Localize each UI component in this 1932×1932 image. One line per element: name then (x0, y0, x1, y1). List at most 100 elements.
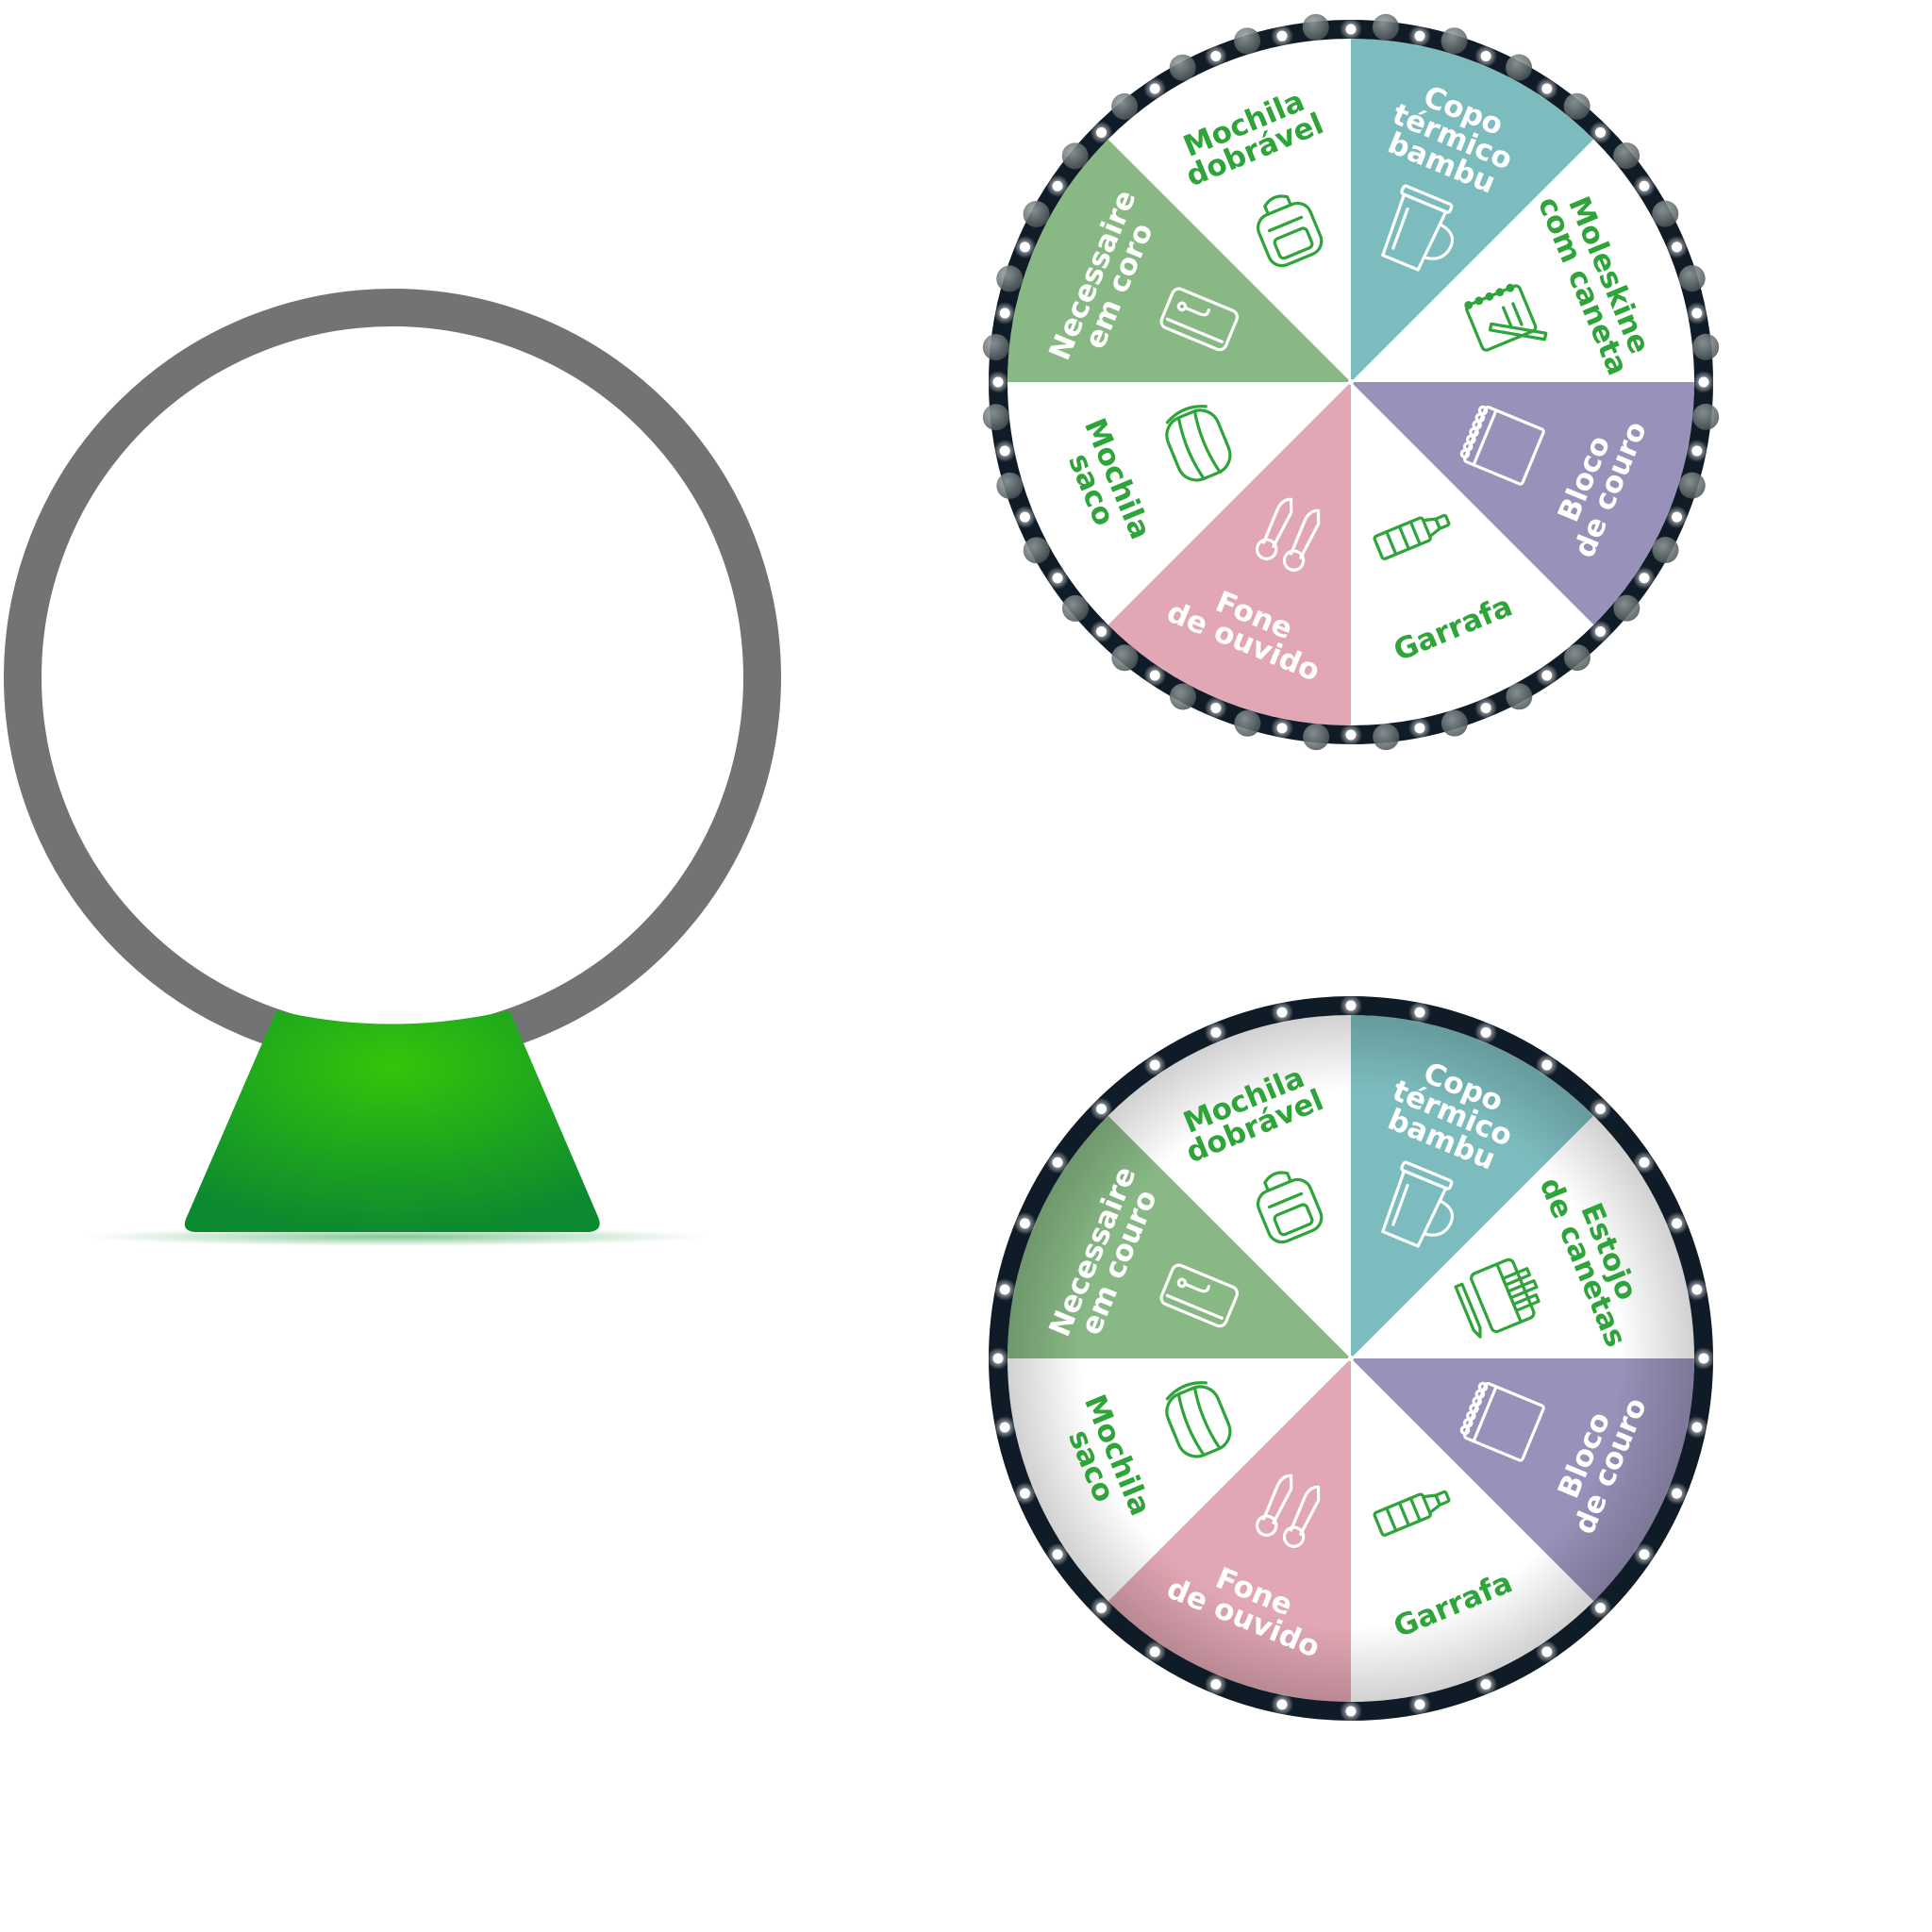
bulb-dome (1692, 403, 1720, 430)
bulb-light (1541, 670, 1553, 681)
bulb-light (1345, 24, 1357, 35)
bulb-dome (1506, 54, 1533, 81)
bulb-dome (1506, 683, 1533, 710)
bulb-light (1541, 1059, 1553, 1071)
bulb-light (1276, 1007, 1288, 1018)
bulb-dome (982, 404, 1009, 431)
bulb-light (1096, 127, 1108, 139)
wheel-top-segment-7 (1008, 139, 1351, 382)
toiletry-bag-icon (1159, 287, 1240, 352)
bulb-light (1691, 1284, 1703, 1295)
thermal-cup-icon (1381, 1160, 1455, 1248)
bulb-dome (1678, 265, 1706, 292)
bulb-light (1096, 1104, 1108, 1115)
bulb-light (1210, 1679, 1222, 1690)
bulb-light (1096, 1602, 1108, 1613)
bulb-dome (1111, 644, 1139, 672)
bulb-light (1052, 180, 1063, 192)
bulb-dome (1061, 142, 1089, 170)
bulb-light (1276, 30, 1288, 42)
bottle-icon (1373, 513, 1451, 560)
wheel-hub (1348, 379, 1354, 385)
bulb-dome (1652, 537, 1679, 564)
bulb-light (1414, 1699, 1425, 1710)
spiral-notepad-icon (1459, 1381, 1545, 1462)
notebook-pen-icon (1464, 283, 1548, 352)
drawstring-bag-icon (1165, 1381, 1232, 1458)
bulb-light (1019, 1218, 1030, 1229)
bulb-light (1639, 573, 1650, 584)
thermal-cup-icon (1381, 184, 1455, 272)
bulb-light (1672, 511, 1683, 523)
wheel-top-segment-2 (1351, 139, 1695, 382)
bulb-dome (1234, 709, 1261, 737)
toiletry-bag-icon (1159, 1263, 1240, 1328)
wheel-top-segment-8 (1108, 39, 1351, 382)
stand-base (184, 1010, 600, 1232)
bulb-dome (1023, 537, 1050, 564)
bulb-dome (1234, 27, 1261, 55)
pencil-case-icon (1454, 1257, 1541, 1339)
bulb-light (1210, 703, 1222, 714)
wheel-top-segment-4 (1351, 382, 1594, 725)
bulb-light (1149, 1059, 1160, 1071)
bottle-icon (1373, 1490, 1451, 1537)
bulb-light (1019, 242, 1030, 253)
bulb-light (1096, 625, 1108, 637)
wheel-top-segment-1 (1351, 39, 1594, 382)
bulb-light (1345, 1706, 1357, 1717)
bulb-light (1480, 50, 1491, 61)
bulb-light (1052, 573, 1063, 584)
bulb-light (1480, 1026, 1491, 1038)
bulb-dome (1613, 142, 1641, 170)
wheel-stand-frame (4, 289, 781, 1246)
bulb-dome (1169, 54, 1196, 81)
bulb-dome (1372, 13, 1399, 41)
bulb-light (1672, 242, 1683, 253)
bulb-light (1414, 1007, 1425, 1018)
wheel-hub (1348, 1356, 1354, 1361)
bulb-dome (1563, 644, 1591, 672)
bulb-light (999, 445, 1010, 457)
bulb-dome (1692, 333, 1720, 360)
bulb-light (1698, 1353, 1709, 1364)
bulb-light (1639, 1549, 1650, 1560)
bulb-light (1414, 723, 1425, 734)
bulb-light (1019, 1488, 1030, 1499)
earphones-icon (1255, 497, 1321, 572)
bulb-light (992, 1353, 1004, 1364)
spiral-notepad-icon (1459, 405, 1545, 486)
bulb-light (1276, 1699, 1288, 1710)
bulb-dome (1302, 13, 1329, 41)
bulb-light (1480, 1679, 1491, 1690)
bulb-light (1149, 670, 1160, 681)
bulb-light (1276, 723, 1288, 734)
bulb-light (1639, 1157, 1650, 1168)
bulb-dome (982, 334, 1009, 361)
bulb-dome (1613, 594, 1641, 622)
bulb-light (1541, 83, 1553, 94)
bulb-dome (1441, 27, 1468, 55)
bulb-dome (1111, 92, 1139, 120)
wheel-top-segment-6 (1008, 382, 1351, 625)
bulb-light (1594, 127, 1606, 139)
bulb-light (1672, 1218, 1683, 1229)
bulb-light (1052, 1549, 1063, 1560)
backpack-icon (1256, 1171, 1324, 1244)
bulb-light (1639, 180, 1650, 192)
bulb-dome (996, 472, 1024, 499)
bulb-light (1541, 1646, 1553, 1657)
bulb-light (1594, 1104, 1606, 1115)
bulb-dome (1652, 200, 1679, 227)
earphones-icon (1255, 1474, 1321, 1548)
bulb-light (1691, 308, 1703, 319)
bulb-light (999, 308, 1010, 319)
bulb-light (1149, 83, 1160, 94)
bulb-dome (1061, 594, 1089, 622)
bulb-light (1698, 376, 1709, 388)
backpack-icon (1256, 194, 1324, 268)
bulb-light (1345, 1000, 1357, 1011)
